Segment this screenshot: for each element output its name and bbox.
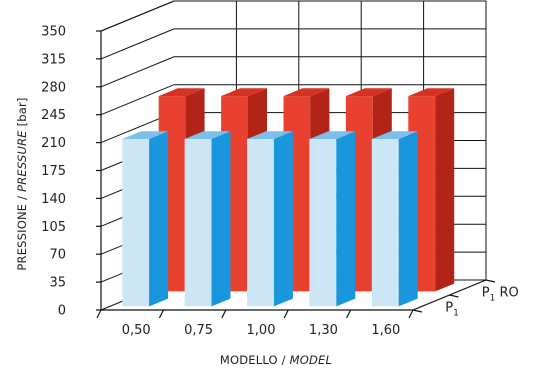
bar-side-face bbox=[336, 131, 356, 307]
y-tick-label-245: 245 bbox=[41, 108, 66, 123]
bar-top-face bbox=[221, 88, 267, 97]
x-tick bbox=[346, 309, 352, 319]
bar-top-face bbox=[345, 88, 392, 97]
y-axis-label: PRESSIONE / PRESSURE [bar] bbox=[15, 97, 29, 270]
bar-side-face bbox=[149, 131, 169, 307]
bar-1-2 bbox=[247, 131, 293, 307]
x-tick-label-1: 0,75 bbox=[184, 323, 213, 338]
x-tick-label-0: 0,50 bbox=[122, 323, 151, 338]
y-tick-label-350: 350 bbox=[41, 25, 66, 40]
y-axis-label-main: PRESSIONE / bbox=[15, 192, 29, 271]
gridline-315 bbox=[100, 28, 486, 60]
bar-side-face bbox=[398, 131, 418, 307]
axes bbox=[96, 30, 496, 319]
y-tick-label-175: 175 bbox=[41, 164, 66, 179]
gridline-280 bbox=[100, 56, 486, 88]
bar-front-face bbox=[184, 139, 212, 307]
x-axis-label: MODELLO / MODEL bbox=[220, 353, 332, 367]
x-tick-labels: 0,50 0,75 1,00 1,30 1,60 bbox=[122, 323, 401, 338]
series-label-0: P1 RO bbox=[482, 286, 519, 304]
bar-side-face bbox=[435, 88, 455, 292]
x-tick bbox=[96, 309, 102, 319]
bar-side-face bbox=[273, 131, 293, 307]
x-tick-label-3: 1,30 bbox=[309, 323, 338, 338]
y-tick-label-105: 105 bbox=[41, 220, 66, 235]
y-tick-labels: 0 35 70 105 140 175 210 245 280 315 350 bbox=[41, 25, 66, 319]
x-tick bbox=[283, 309, 289, 319]
y-tick-label-70: 70 bbox=[49, 248, 66, 263]
x-tick-label-2: 1,00 bbox=[247, 323, 276, 338]
series-p1-bars bbox=[122, 131, 418, 307]
bar-front-face bbox=[247, 139, 274, 307]
x-tick bbox=[221, 309, 227, 319]
bar-top-face bbox=[283, 88, 330, 97]
y-tick-label-0: 0 bbox=[58, 304, 66, 319]
series-labels: P1 RO P1 bbox=[445, 286, 518, 319]
bar-top-face bbox=[247, 131, 293, 139]
y-axis-label-tail: [bar] bbox=[15, 97, 29, 130]
x-axis-label-italic: MODEL bbox=[290, 353, 333, 367]
y-tick-label-280: 280 bbox=[41, 80, 66, 95]
y-tick-label-210: 210 bbox=[41, 136, 66, 151]
bar-1-1 bbox=[184, 131, 231, 307]
series-label-1: P1 bbox=[445, 301, 459, 319]
bar-front-face bbox=[309, 139, 337, 307]
y-tick-label-35: 35 bbox=[49, 276, 66, 291]
bar-top-face bbox=[371, 131, 418, 139]
depth-tick bbox=[412, 309, 423, 313]
bar-front-face bbox=[122, 139, 150, 307]
gridline-245 bbox=[100, 84, 486, 116]
bar-1-0 bbox=[122, 131, 169, 307]
bar-side-face bbox=[211, 131, 231, 307]
y-tick-label-140: 140 bbox=[41, 192, 66, 207]
bar-top-face bbox=[184, 131, 231, 139]
x-tick bbox=[408, 309, 414, 319]
depth-tick bbox=[485, 279, 496, 283]
x-axis-label-main: MODELLO / bbox=[220, 353, 290, 367]
bar-1-4 bbox=[371, 131, 418, 307]
bar-top-face bbox=[158, 88, 205, 97]
x-tick-label-4: 1,60 bbox=[371, 323, 400, 338]
bar-top-face bbox=[122, 131, 169, 139]
x-tick bbox=[158, 309, 164, 319]
bar-1-3 bbox=[309, 131, 356, 307]
depth-tick bbox=[449, 294, 459, 298]
bar-top-face bbox=[309, 131, 356, 139]
y-tick-label-315: 315 bbox=[41, 52, 66, 67]
y-axis-label-italic: PRESSURE bbox=[15, 130, 29, 192]
bar-front-face bbox=[371, 139, 399, 307]
bar-top-face bbox=[408, 88, 455, 97]
gridline-350 bbox=[100, 0, 486, 32]
